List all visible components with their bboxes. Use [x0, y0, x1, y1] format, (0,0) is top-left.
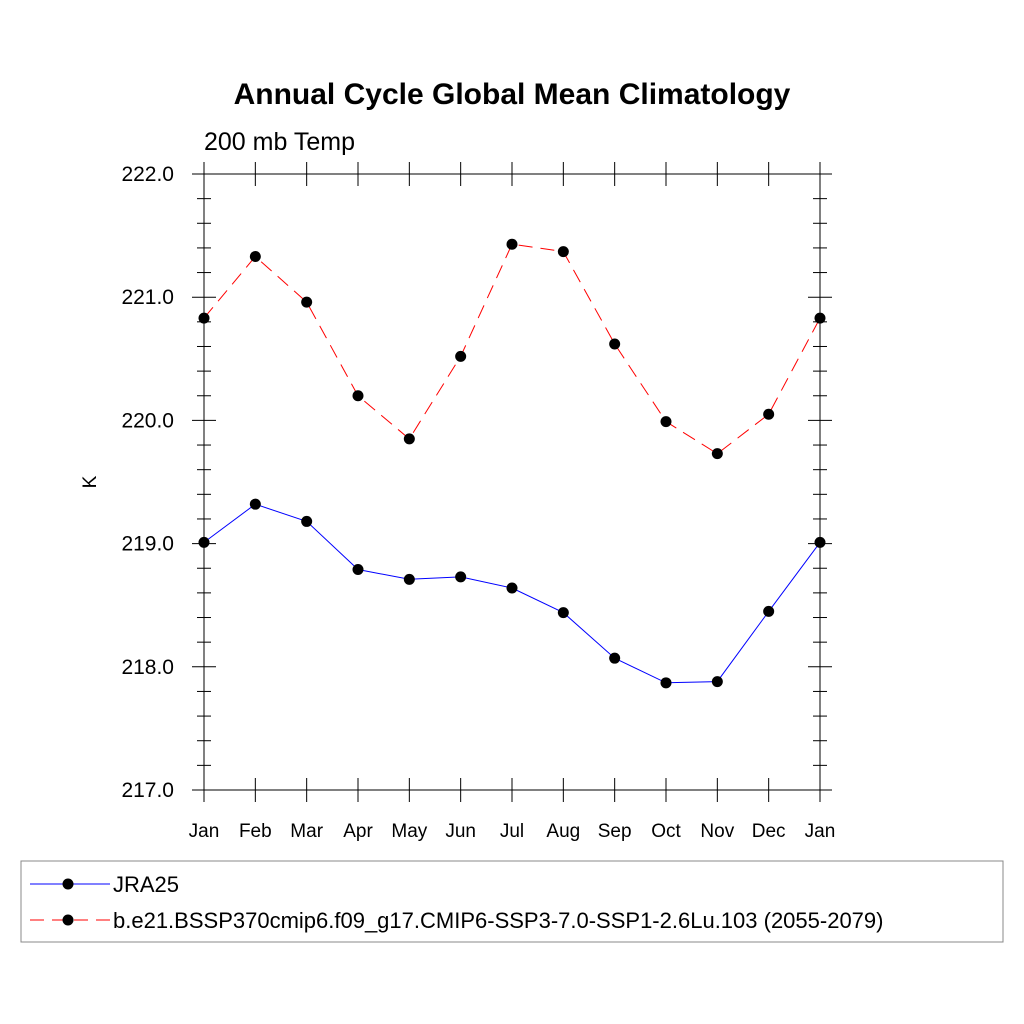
- data-point: [711, 448, 723, 460]
- legend-marker: [62, 878, 74, 890]
- data-point: [763, 408, 775, 420]
- data-point: [198, 536, 210, 548]
- data-point: [352, 563, 364, 575]
- data-point: [301, 515, 313, 527]
- data-point: [814, 536, 826, 548]
- x-tick-label: Mar: [290, 821, 323, 842]
- x-tick-label: Oct: [651, 821, 681, 842]
- x-tick-labels: Jan Feb Mar Apr May Jun Jul Aug Sep Oct Nov Dec Jan: [189, 821, 836, 842]
- data-point: [352, 390, 364, 402]
- data-point: [814, 312, 826, 324]
- data-point: [249, 498, 261, 510]
- series-line-0: [203, 503, 821, 684]
- x-tick-label: Feb: [239, 821, 272, 842]
- data-point: [455, 571, 467, 583]
- series-group: [198, 238, 826, 689]
- axis-ticks: [192, 162, 832, 802]
- data-point: [249, 251, 261, 263]
- x-tick-label: Apr: [343, 821, 373, 842]
- legend-entry: b.e21.BSSP370cmip6.f09_g17.CMIP6-SSP3-7.…: [113, 908, 883, 933]
- legend-box: [20, 860, 1004, 943]
- x-tick-label: Dec: [752, 821, 786, 842]
- x-tick-label: Jan: [805, 821, 836, 842]
- data-point: [198, 312, 210, 324]
- data-point: [609, 338, 621, 350]
- x-tick-label: Jul: [500, 821, 524, 842]
- x-tick-label: May: [391, 821, 427, 842]
- data-point: [660, 677, 672, 689]
- data-point: [301, 296, 313, 308]
- x-tick-label: Sep: [598, 821, 632, 842]
- legend-marker: [62, 914, 74, 926]
- chart-subtitle: 200 mb Temp: [204, 128, 355, 156]
- legend: JRA25 b.e21.BSSP370cmip6.f09_g17.CMIP6-SS…: [30, 872, 883, 933]
- x-tick-label: Jan: [189, 821, 220, 842]
- data-point: [557, 246, 569, 258]
- data-point: [403, 573, 415, 585]
- x-tick-label: Aug: [546, 821, 580, 842]
- y-axis-label: K: [80, 475, 101, 488]
- y-tick-label: 217.0: [121, 779, 174, 802]
- y-tick-labels: 217.0 218.0 219.0 220.0 221.0 222.0: [121, 163, 174, 802]
- data-point: [506, 582, 518, 594]
- data-point: [763, 605, 775, 617]
- y-tick-label: 220.0: [121, 409, 174, 432]
- data-point: [506, 238, 518, 250]
- legend-entry: JRA25: [113, 872, 179, 897]
- data-point: [711, 676, 723, 688]
- series-line-1: [203, 243, 821, 455]
- y-tick-label: 222.0: [121, 163, 174, 186]
- x-tick-label: Nov: [700, 821, 734, 842]
- y-tick-label: 221.0: [121, 286, 174, 309]
- x-tick-label: Jun: [445, 821, 476, 842]
- y-tick-label: 219.0: [121, 533, 174, 556]
- data-point: [609, 652, 621, 664]
- data-point: [557, 607, 569, 619]
- y-tick-label: 218.0: [121, 656, 174, 679]
- data-point: [660, 416, 672, 428]
- plot-frame: [203, 173, 821, 791]
- data-point: [455, 350, 467, 362]
- data-point: [403, 433, 415, 445]
- chart-title: Annual Cycle Global Mean Climatology: [234, 78, 791, 111]
